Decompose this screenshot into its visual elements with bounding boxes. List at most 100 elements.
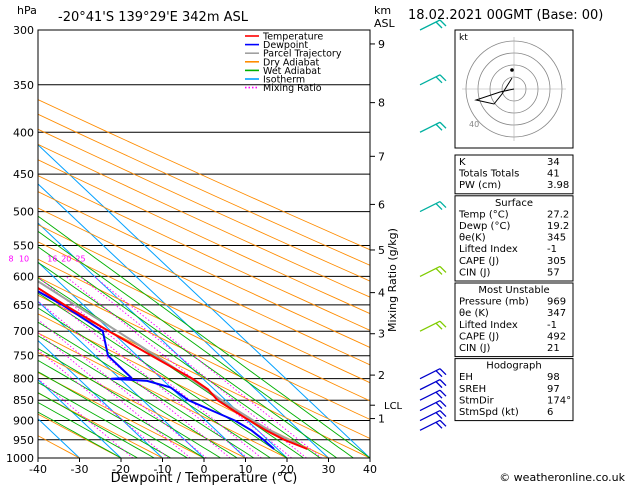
wind-barb-flag — [439, 389, 447, 397]
wind-barb-staff — [419, 409, 441, 422]
wind-barb-flag — [435, 322, 443, 330]
height-tick-label: 9 — [378, 38, 385, 51]
mixing-ratio-line — [38, 319, 207, 458]
temperature-tick-label: 30 — [322, 463, 336, 476]
wind-barb-flag — [435, 381, 443, 389]
wind-barb-flag — [435, 370, 443, 378]
height-tick-label: 3 — [378, 328, 385, 341]
mixing-ratio-tick-label: 20 — [61, 255, 71, 264]
indices-label: StmSpd (kt) — [459, 407, 519, 418]
pressure-tick-label: 1000 — [6, 452, 34, 465]
height-tick-label: 4 — [378, 287, 385, 300]
dry-adiabat-line — [38, 191, 370, 348]
indices-label: PW (cm) — [459, 180, 501, 191]
wind-barb-staff — [419, 379, 441, 391]
pressure-tick-label: 450 — [13, 168, 34, 181]
wet-adiabat-line — [38, 359, 205, 458]
isotherm-line — [38, 183, 329, 458]
indices-value: 305 — [547, 256, 566, 267]
parcel-trajectory-line — [38, 280, 308, 450]
dry-adiabat-line — [38, 392, 163, 458]
wind-barb-staff — [419, 121, 441, 133]
dry-adiabat-line — [38, 159, 370, 315]
indices-value: 19.2 — [547, 221, 569, 232]
temperature-tick-label: -30 — [71, 463, 89, 476]
temperature-tick-label: 10 — [239, 463, 253, 476]
legend-label: Isotherm — [263, 75, 305, 86]
wind-barb — [419, 399, 447, 412]
wind-barb-flag — [439, 368, 447, 376]
wet-adiabat-line — [38, 261, 321, 458]
indices-label: CIN (J) — [459, 343, 490, 354]
indices-value: 6 — [547, 407, 553, 418]
wet-adiabat-line — [38, 401, 138, 458]
wind-barb-flag — [435, 412, 443, 420]
wet-adiabat-line — [38, 371, 188, 458]
credit-text: © weatheronline.co.uk — [499, 471, 625, 484]
mixing-ratio-line — [38, 349, 169, 458]
wind-barb-flag — [439, 320, 447, 328]
indices-block — [454, 358, 574, 422]
mixing-ratio-tick-label: 8 — [8, 255, 13, 264]
wind-barb-flag — [435, 21, 443, 29]
indices-label: Totals Totals — [458, 169, 519, 180]
temperature-tick-label: 20 — [280, 463, 294, 476]
indices-block — [454, 282, 574, 358]
pressure-tick-label: 300 — [13, 24, 34, 37]
sounding-profiles — [38, 280, 308, 450]
indices-value: 3.98 — [547, 180, 569, 191]
mixing-ratio-line — [38, 276, 262, 458]
dry-adiabat-line — [38, 372, 205, 458]
wind-barb — [419, 389, 447, 401]
wind-barb — [419, 121, 447, 133]
wet-adiabat-line — [38, 246, 338, 458]
indices-label: Temp (°C) — [458, 209, 509, 220]
wind-barb-staff — [419, 419, 441, 431]
wet-adiabat-line — [38, 215, 370, 458]
indices-value: 347 — [547, 308, 566, 319]
mixing-ratio-line — [93, 276, 322, 458]
temperature-tick-label: 40 — [363, 463, 377, 476]
indices-value: 345 — [547, 233, 566, 244]
pressure-axis: 300 350 400 450 500 550 600 650 700 750 800 850 900 9… — [6, 24, 34, 465]
dry-adiabat-line — [38, 351, 246, 458]
indices-label: CIN (J) — [459, 267, 490, 278]
wind-barb-staff — [419, 201, 441, 213]
indices-value: 27.2 — [547, 209, 569, 220]
wind-barb — [419, 419, 447, 431]
dewpoint-line — [38, 290, 275, 450]
indices-value: 57 — [547, 267, 560, 278]
wet-adiabat-line — [38, 277, 304, 458]
dry-adiabat-line — [38, 332, 288, 458]
wind-barb-staff — [419, 19, 441, 31]
indices-label: CAPE (J) — [459, 256, 499, 267]
legend-label: Dry Adiabat — [263, 57, 320, 68]
wind-barbs — [419, 19, 447, 431]
temperature-tick-label: 0 — [201, 463, 208, 476]
pressure-tick-label: 650 — [13, 299, 34, 312]
pressure-tick-label: 750 — [13, 350, 34, 363]
indices-tables: K 34 Totals Totals 41 PW (cm) 3.98 SurfaceTemp… — [454, 154, 574, 422]
wind-barb — [419, 368, 447, 380]
wind-barb-flag — [439, 379, 447, 387]
height-tick-label: 6 — [378, 198, 385, 211]
hodograph-units-label: kt — [459, 33, 468, 43]
pressure-tick-label: 900 — [13, 415, 34, 428]
legend-label: Wet Adiabat — [263, 66, 321, 77]
mixing-ratio-line — [38, 331, 191, 458]
indices-value: -1 — [547, 244, 557, 255]
wind-barb — [419, 265, 447, 277]
km-units-label: km — [374, 4, 391, 17]
indices-block-title: Surface — [495, 198, 533, 209]
indices-label: K — [459, 157, 466, 168]
wind-barb-flag — [435, 76, 443, 84]
dry-adiabat-line — [38, 313, 329, 458]
temperature-tick-label: -40 — [29, 463, 47, 476]
indices-label: θe(K) — [459, 233, 486, 244]
temperature-tick-label: -10 — [154, 463, 172, 476]
temperature-axis: -40 -30 -20 -10 0 10 20 30 40 — [29, 458, 377, 476]
isotherm-line — [38, 339, 163, 458]
wind-barb-flag — [435, 123, 443, 131]
lcl-label: LCL — [384, 401, 403, 412]
wind-barb-flag — [439, 400, 447, 407]
